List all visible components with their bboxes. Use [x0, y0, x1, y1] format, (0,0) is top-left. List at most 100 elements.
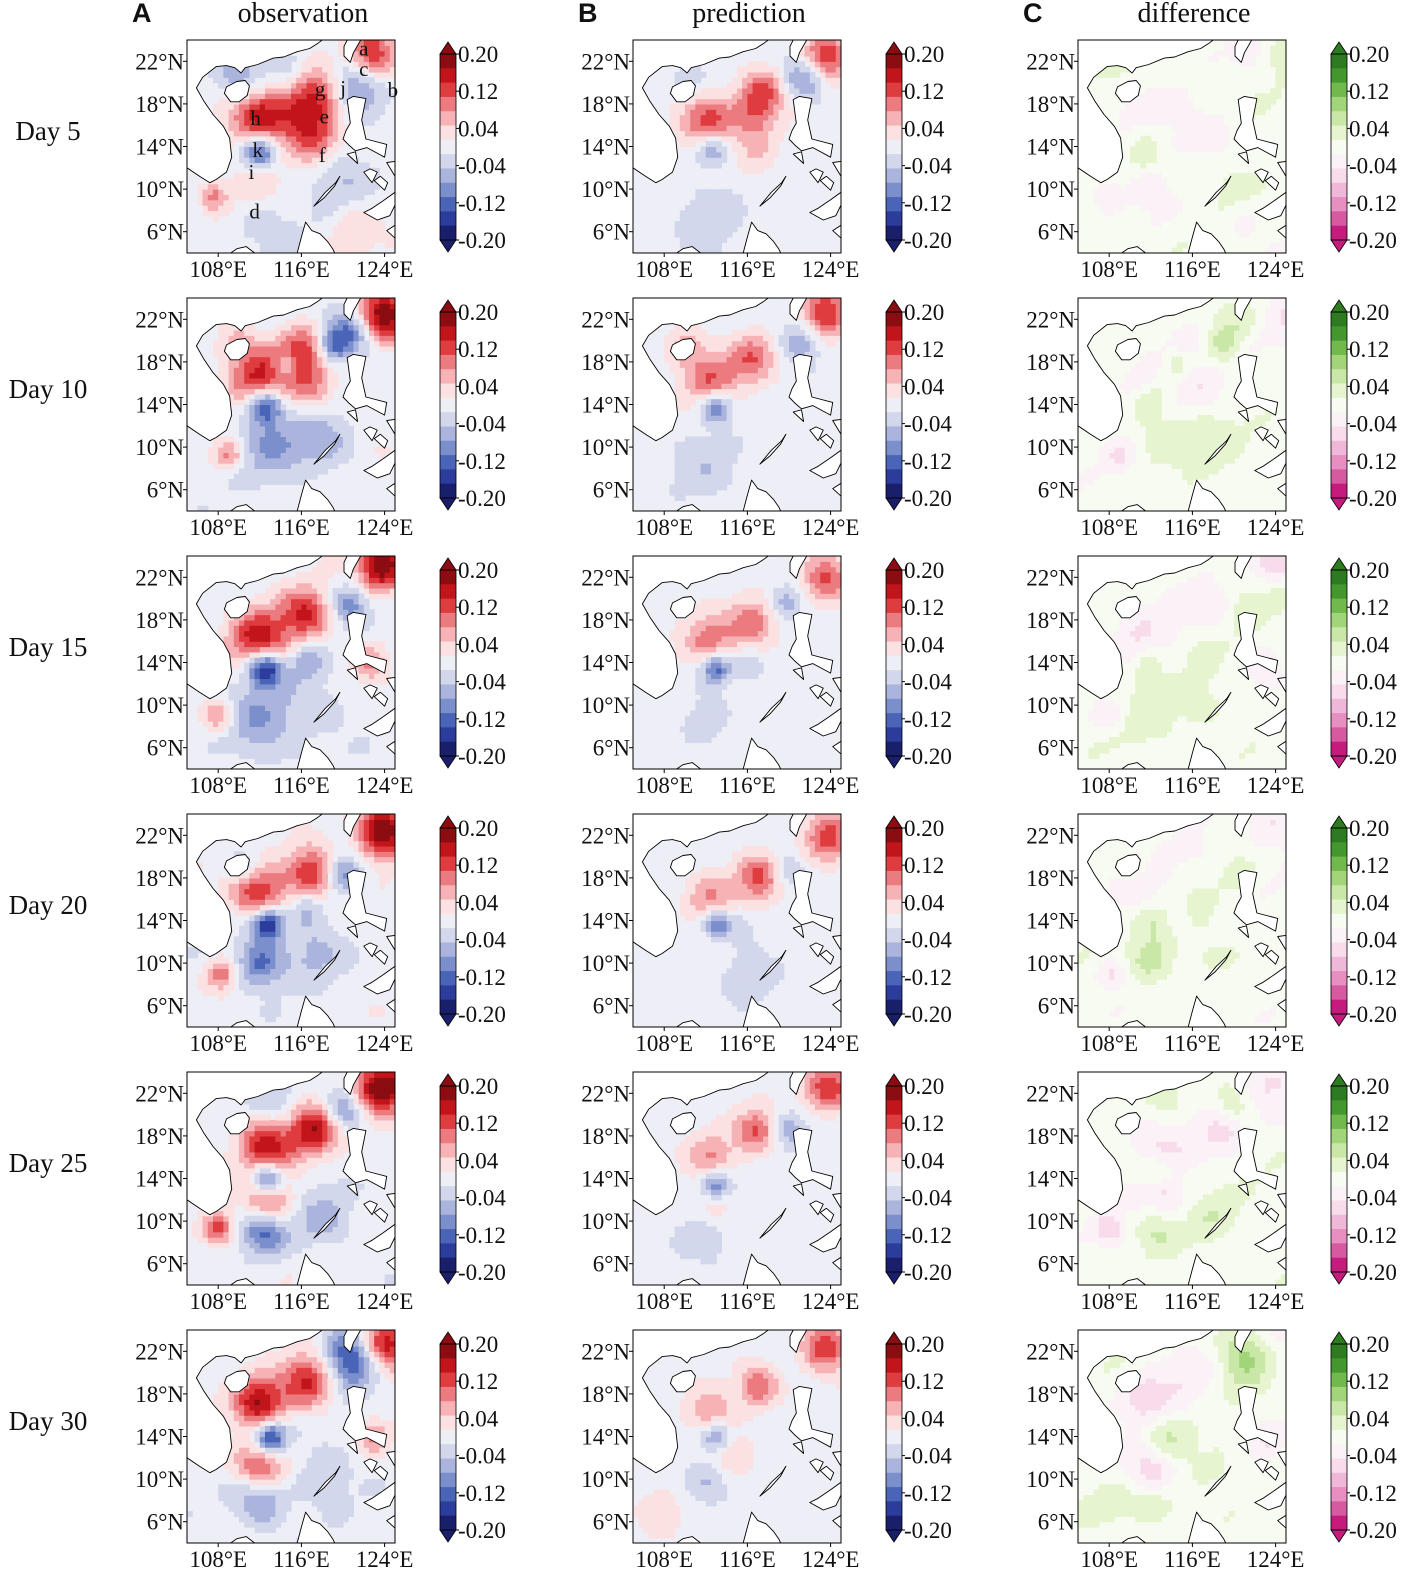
field-cell: [1275, 335, 1282, 342]
field-cell: [197, 505, 204, 511]
field-cell: [773, 71, 780, 78]
field-cell: [327, 609, 334, 616]
field-cell: [1228, 441, 1235, 448]
field-cell: [705, 404, 712, 411]
field-cell: [1135, 383, 1141, 390]
field-cell: [674, 489, 681, 496]
field-cell: [1244, 313, 1251, 320]
field-cell: [322, 441, 328, 448]
field-cell: [711, 162, 717, 169]
field-cell: [285, 436, 292, 443]
field-cell: [1234, 436, 1240, 443]
field-cell: [291, 226, 297, 233]
field-cell: [1254, 183, 1261, 190]
land-mass: [633, 40, 769, 184]
field-cell: [768, 146, 774, 153]
field-cell: [244, 726, 250, 733]
field-cell: [363, 351, 370, 358]
field-cell: [239, 726, 245, 733]
field-cell: [353, 345, 360, 352]
field-cell: [358, 566, 365, 573]
field-cell: [1213, 436, 1219, 443]
field-cell: [239, 431, 245, 438]
field-cell: [285, 705, 292, 712]
field-cell: [244, 747, 250, 754]
field-cell: [275, 683, 282, 690]
colorbar-tick-label: 0.04: [904, 116, 945, 141]
field-cell: [223, 335, 230, 342]
field-cell: [721, 441, 728, 448]
field-cell: [306, 319, 313, 326]
field-cell: [374, 566, 380, 573]
field-cell: [337, 614, 344, 621]
field-cell: [1140, 205, 1147, 211]
row-label-day-25: Day 25: [9, 1148, 88, 1178]
field-cell: [721, 425, 728, 432]
field-cell: [244, 737, 250, 743]
field-cell: [1124, 452, 1131, 459]
field-cell: [244, 178, 250, 185]
field-cell: [721, 119, 728, 126]
field-cell: [1280, 61, 1286, 68]
field-cell: [1166, 340, 1173, 347]
field-cell: [690, 372, 696, 379]
field-cell: [317, 625, 323, 632]
field-cell: [280, 135, 287, 142]
field-cell: [820, 308, 826, 315]
field-cell: [737, 221, 743, 227]
field-cell: [1124, 377, 1131, 384]
field-cell: [327, 313, 334, 320]
field-cell: [317, 183, 323, 190]
field-cell: [306, 420, 313, 427]
field-cell: [327, 657, 334, 664]
field-cell: [1228, 447, 1235, 454]
row-label-day-30: Day 30: [9, 1406, 88, 1436]
field-cell: [389, 71, 395, 78]
field-cell: [322, 566, 328, 573]
field-cell: [348, 93, 354, 100]
field-cell: [1161, 457, 1167, 464]
field-cell: [244, 194, 250, 201]
field-cell: [337, 141, 344, 148]
field-cell: [317, 415, 323, 422]
field-cell: [311, 420, 318, 427]
land-mass: [187, 40, 323, 184]
field-cell: [291, 468, 297, 475]
field-cell: [1218, 345, 1225, 352]
field-cell: [369, 561, 375, 568]
field-cell: [259, 66, 266, 73]
field-cell: [337, 420, 344, 427]
field-cell: [254, 178, 261, 185]
field-cell: [306, 151, 313, 158]
colorbar-segment: [1331, 354, 1347, 370]
sla-field: [187, 556, 395, 769]
field-cell: [1260, 340, 1266, 347]
field-cell: [265, 689, 271, 696]
colorbar-tick-label: -0.04: [904, 412, 952, 437]
field-cell: [332, 231, 339, 238]
field-cell: [716, 237, 722, 243]
field-cell: [291, 141, 297, 148]
field-cell: [270, 367, 276, 374]
field-cell: [332, 721, 339, 727]
field-cell: [690, 484, 696, 491]
field-cell: [1228, 45, 1235, 52]
field-cell: [259, 425, 266, 432]
field-cell: [1150, 183, 1157, 190]
field-cell: [280, 577, 287, 584]
field-cell: [265, 662, 271, 669]
field-cell: [343, 625, 349, 632]
field-cell: [280, 87, 287, 94]
field-cell: [291, 119, 297, 126]
field-cell: [1270, 87, 1277, 94]
field-cell: [820, 303, 826, 310]
field-cell: [721, 226, 728, 233]
field-cell: [374, 340, 380, 347]
field-cell: [301, 678, 308, 685]
field-cell: [363, 667, 370, 674]
field-cell: [820, 45, 826, 52]
field-cell: [1176, 335, 1183, 342]
field-cell: [742, 103, 748, 110]
field-cell: [716, 221, 722, 227]
field-cell: [291, 319, 297, 326]
